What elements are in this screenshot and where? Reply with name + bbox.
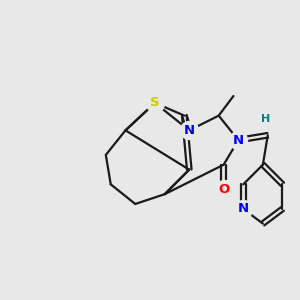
Text: O: O (218, 183, 229, 196)
Text: N: N (233, 134, 244, 147)
Text: N: N (184, 124, 195, 137)
Text: H: H (261, 114, 270, 124)
Text: S: S (150, 96, 160, 110)
Text: N: N (238, 202, 249, 215)
